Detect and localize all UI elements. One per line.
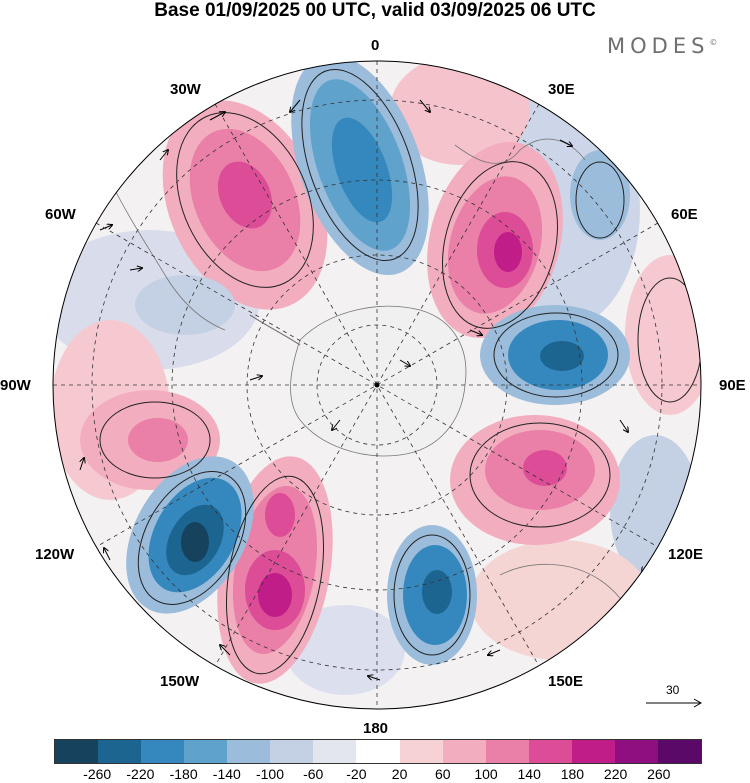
- south-america-coastline: [114, 189, 226, 331]
- colorbar-tick-label: 180: [560, 766, 585, 782]
- colorbar-swatch: [399, 740, 443, 763]
- colorbar-swatch: [571, 740, 615, 763]
- colorbar-swatch: [227, 740, 271, 763]
- colorbar-tick-label: -60: [303, 766, 324, 782]
- positive-anomaly-30e: [427, 141, 563, 339]
- colorbar-swatch: [442, 740, 486, 763]
- colorbar-swatch: [485, 740, 529, 763]
- lon-label-90w: 90W: [0, 377, 31, 394]
- colorbar-tick-label: -260: [83, 766, 112, 782]
- colorbar-swatch: [270, 740, 314, 763]
- wind-reference-arrow: [646, 698, 703, 708]
- colorbar-swatch: [55, 740, 99, 763]
- antarctica-coastline: [290, 305, 467, 457]
- brand-logo: MODES©: [607, 34, 717, 58]
- colorbar-swatch: [657, 740, 701, 763]
- colorbar-tick-label: -180: [169, 766, 198, 782]
- colorbar: [54, 739, 702, 764]
- colorbar-tick-label: -100: [255, 766, 285, 782]
- colorbar-swatch: [614, 740, 658, 763]
- colorbar-tick-label: 100: [474, 766, 498, 782]
- negative-anomaly-60w: [135, 150, 630, 335]
- colorbar-swatch: [184, 740, 228, 763]
- negative-anomaly-160e: [387, 525, 477, 665]
- positive-anomaly-30w: [162, 100, 328, 310]
- lon-label-150e: 150E: [548, 673, 584, 690]
- colorbar-swatch: [356, 740, 400, 763]
- lon-label-60w: 60W: [45, 206, 76, 223]
- brand-text: MODES: [607, 34, 710, 58]
- lon-label-90e: 90E: [719, 377, 746, 394]
- colorbar-tick-label: 260: [647, 766, 671, 782]
- colorbar-tick-label: -20: [346, 766, 367, 782]
- lon-label-180: 180: [363, 720, 389, 737]
- lon-label-150w: 150W: [160, 673, 200, 690]
- colorbar-tick-label: 20: [391, 766, 408, 782]
- colorbar-tick-label: -220: [126, 766, 155, 782]
- colorbar-swatch: [313, 740, 357, 763]
- lon-label-30e: 30E: [548, 81, 575, 98]
- lon-label-30w: 30W: [170, 81, 201, 98]
- colorbar-swatch: [528, 740, 572, 763]
- colorbar-swatch: [141, 740, 185, 763]
- wind-vectors: [79, 99, 651, 681]
- colorbar-ticks: -260 -220 -180 -140 -100 -60 -20 20 60 100 140 180 2…: [0, 766, 750, 783]
- colorbar-tick-label: 140: [517, 766, 541, 782]
- colorbar-tick-label: -140: [212, 766, 241, 782]
- colorbar-tick-label: 60: [435, 766, 451, 782]
- brand-mark: ©: [709, 38, 718, 47]
- lon-label-0: 0: [371, 37, 380, 54]
- antarctic-peninsula: [249, 314, 301, 346]
- wind-reference-label: 30: [666, 683, 680, 697]
- chart-title: Base 01/09/2025 00 UTC, valid 03/09/2025…: [154, 0, 596, 21]
- negative-anomaly-125w: [126, 456, 254, 614]
- positive-anomaly-110e: [450, 415, 620, 545]
- lon-label-60e: 60E: [671, 206, 698, 223]
- negative-anomaly-90e: [480, 305, 630, 405]
- colorbar-tick-label: 220: [603, 766, 628, 782]
- colorbar-swatch: [98, 740, 142, 763]
- lon-label-120w: 120W: [35, 546, 75, 563]
- lon-label-120e: 120E: [668, 546, 704, 563]
